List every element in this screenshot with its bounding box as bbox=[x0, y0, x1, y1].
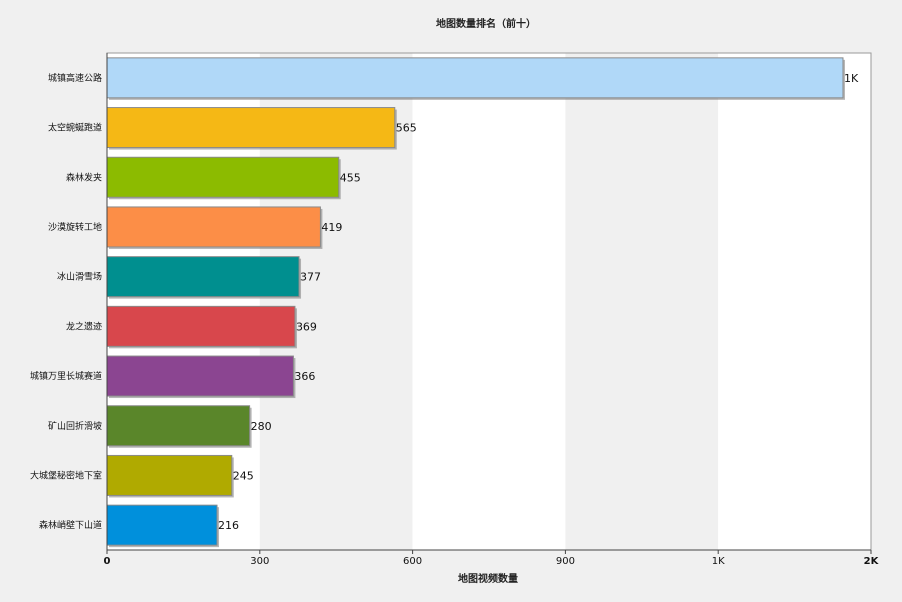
bar bbox=[106, 305, 296, 347]
x-tick-label: 900 bbox=[556, 556, 575, 567]
data-label: 369 bbox=[296, 320, 317, 333]
category-label: 城镇高速公路 bbox=[48, 72, 102, 84]
bar bbox=[106, 107, 396, 149]
category-label: 城镇万里长城赛道 bbox=[30, 370, 102, 382]
bar bbox=[106, 256, 300, 298]
bar bbox=[106, 355, 294, 397]
category-label: 沙漠旋转工地 bbox=[48, 221, 102, 233]
x-axis-title: 地图视频数量 bbox=[458, 572, 518, 585]
bar bbox=[106, 405, 251, 447]
x-tick-label: 0 bbox=[104, 556, 111, 567]
plot-area: 1K 城镇高速公路 565 太空蜿蜒跑道 455 森林发夹 419 沙漠旋转工地 377 冰山滑雪… bbox=[30, 52, 880, 567]
category-label: 矿山回折滑坡 bbox=[48, 420, 102, 432]
chart-title: 地图数量排名（前十） bbox=[436, 17, 536, 30]
grid-band bbox=[412, 53, 566, 550]
category-label: 森林发夹 bbox=[66, 171, 102, 183]
data-label: 565 bbox=[396, 122, 417, 135]
grid-band bbox=[718, 53, 871, 550]
data-label: 216 bbox=[218, 519, 239, 532]
data-label: 280 bbox=[251, 420, 272, 433]
bar bbox=[106, 206, 321, 248]
grid-band bbox=[565, 53, 719, 550]
x-tick-label: 1K bbox=[712, 556, 725, 567]
category-label: 冰山滑雪场 bbox=[57, 271, 102, 283]
data-label: 377 bbox=[300, 271, 321, 284]
bar bbox=[106, 57, 844, 99]
category-label: 大城堡秘密地下室 bbox=[30, 469, 102, 481]
data-label: 419 bbox=[321, 221, 342, 234]
category-label: 太空蜿蜒跑道 bbox=[48, 122, 102, 134]
bar bbox=[106, 504, 218, 546]
x-tick-label: 2K bbox=[864, 556, 880, 567]
category-label: 龙之遗迹 bbox=[66, 320, 102, 332]
bar bbox=[106, 454, 233, 496]
data-label: 1K bbox=[844, 72, 859, 85]
data-label: 245 bbox=[233, 469, 254, 482]
x-tick-label: 300 bbox=[250, 556, 269, 567]
data-label: 366 bbox=[294, 370, 315, 383]
x-tick-label: 600 bbox=[403, 556, 422, 567]
bar bbox=[106, 156, 340, 198]
data-label: 455 bbox=[340, 171, 361, 184]
category-label: 森林峭壁下山道 bbox=[39, 519, 102, 531]
